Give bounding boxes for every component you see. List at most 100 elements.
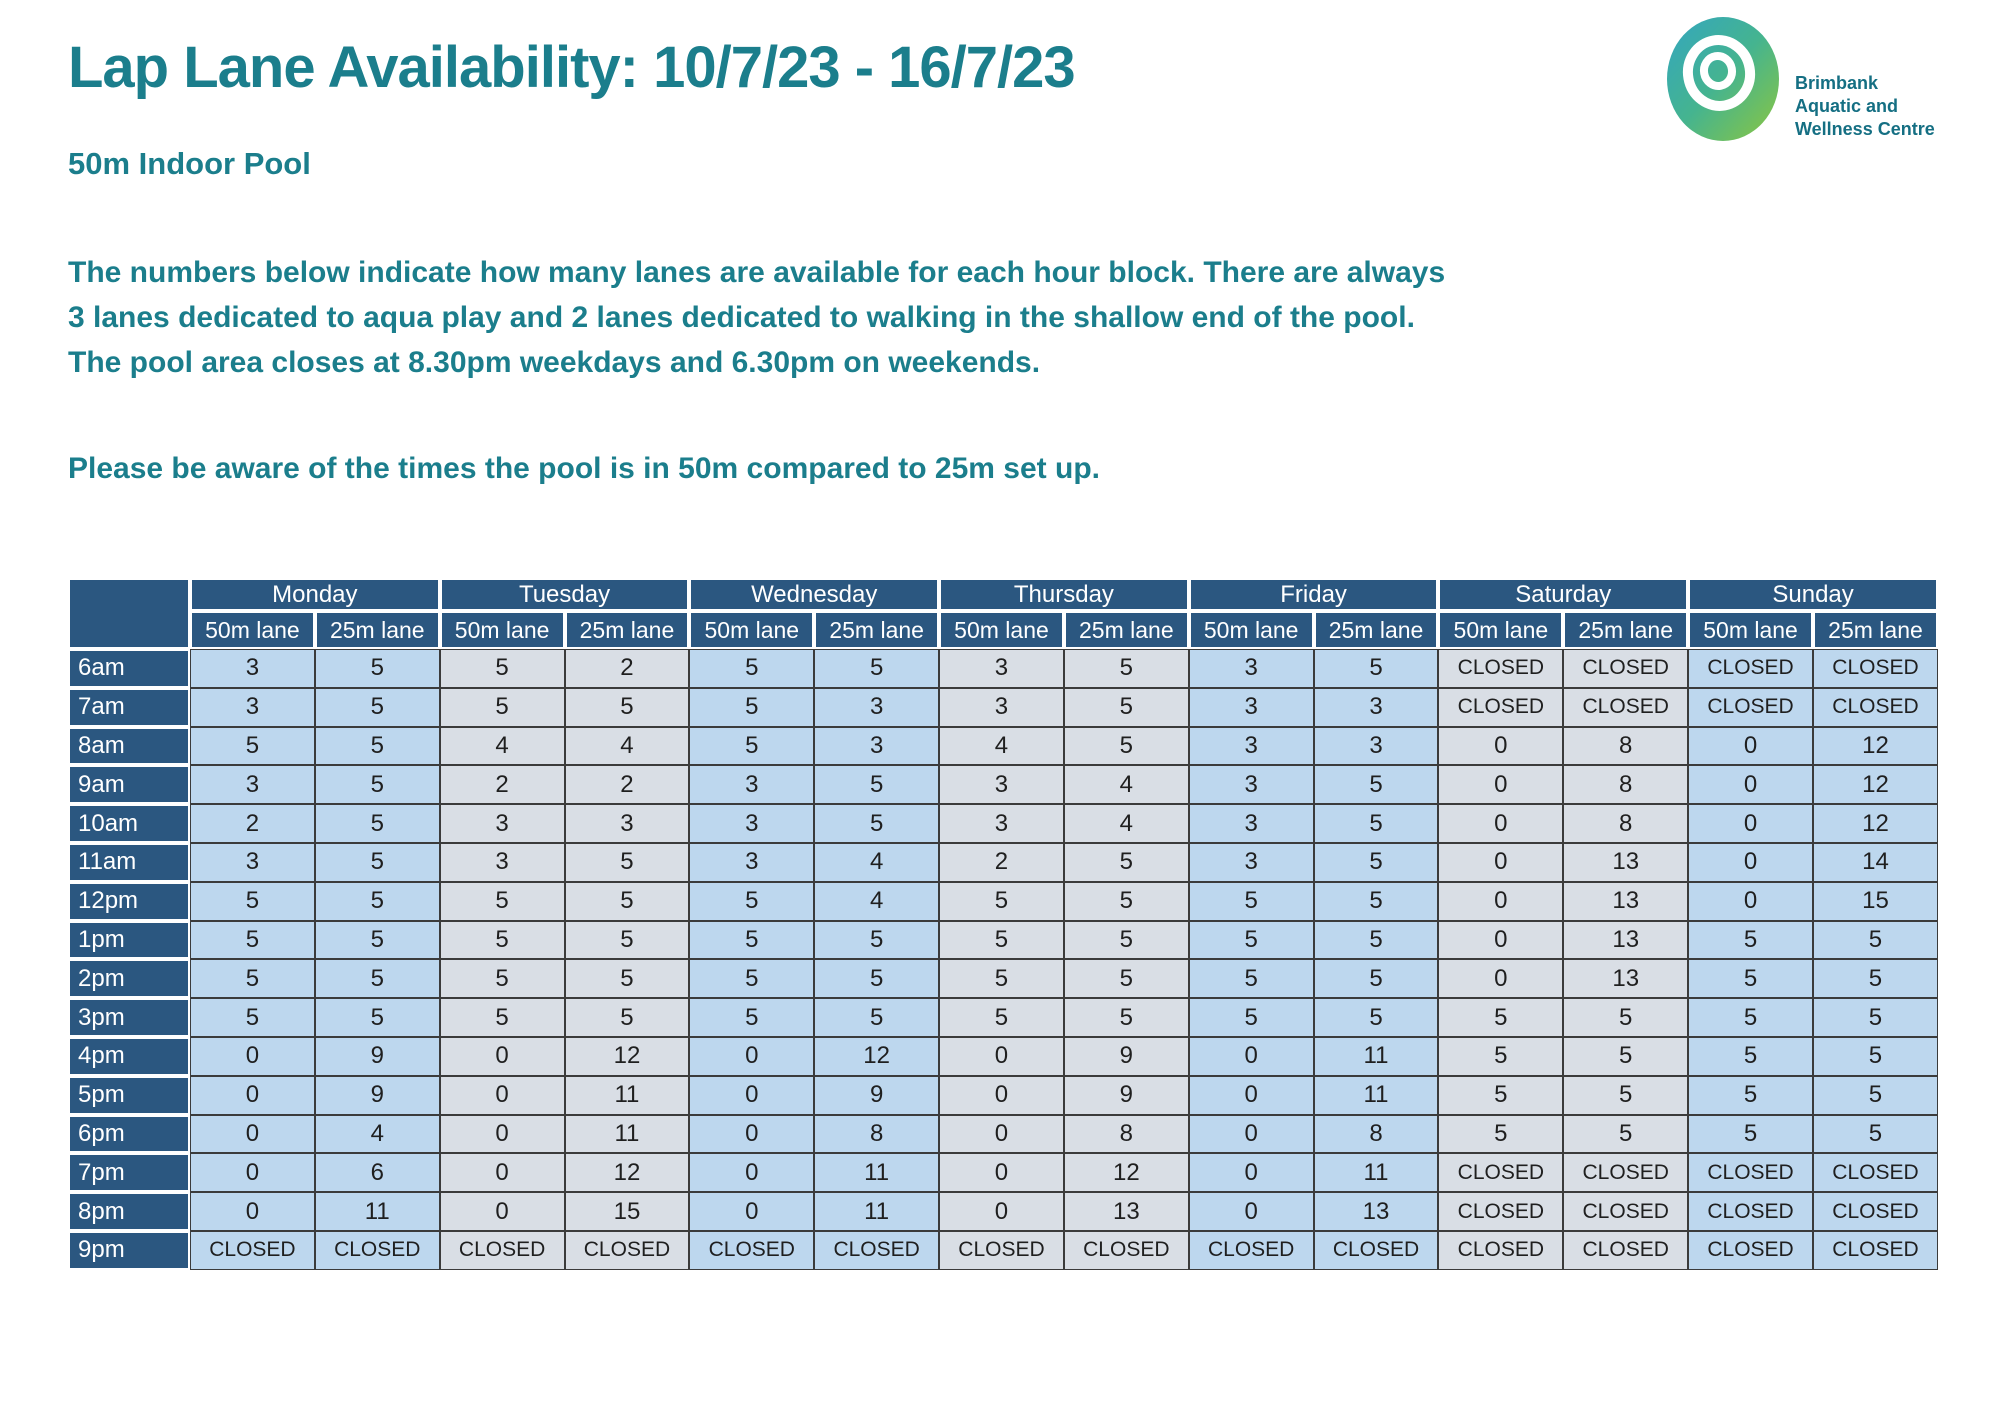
- availability-cell: CLOSED: [1438, 1230, 1564, 1270]
- time-label-4pm: 4pm: [68, 1036, 190, 1076]
- lane-header: 50m lane: [439, 611, 565, 649]
- availability-cell: 3: [1188, 842, 1314, 882]
- availability-cell: 4: [564, 726, 690, 766]
- availability-cell: 5: [814, 804, 940, 843]
- availability-cell: CLOSED: [689, 1230, 815, 1270]
- availability-cell: 13: [1563, 920, 1689, 960]
- availability-cell: 0: [439, 1192, 565, 1231]
- availability-cell: 5: [814, 920, 940, 960]
- availability-cell: 5: [190, 998, 315, 1037]
- availability-cell: 0: [1188, 1192, 1314, 1231]
- availability-cell: 11: [1313, 1036, 1439, 1076]
- availability-cell: 5: [1812, 959, 1938, 999]
- availability-cell: 3: [689, 804, 815, 843]
- availability-cell: 5: [1188, 881, 1314, 921]
- availability-cell: 0: [190, 1075, 315, 1115]
- availability-cell: 0: [1188, 1075, 1314, 1115]
- availability-cell: 5: [190, 920, 315, 960]
- availability-cell: 8: [1563, 765, 1689, 805]
- availability-cell: 5: [1688, 998, 1813, 1037]
- availability-cell: 0: [1688, 842, 1813, 882]
- availability-table: Monday Tuesday Wednesday Thursday Friday Satu…: [68, 578, 1938, 1270]
- availability-cell: 5: [1313, 920, 1439, 960]
- availability-cell: 14: [1812, 842, 1938, 882]
- availability-cell: 8: [1563, 726, 1689, 766]
- time-label-8am: 8am: [68, 726, 190, 766]
- availability-cell: 5: [1563, 1075, 1689, 1115]
- availability-cell: 9: [1063, 1036, 1189, 1076]
- availability-cell: 3: [814, 726, 940, 766]
- availability-cell: 0: [439, 1153, 565, 1193]
- availability-cell: 0: [1438, 765, 1564, 805]
- availability-cell: 11: [564, 1075, 690, 1115]
- availability-cell: 4: [314, 1114, 440, 1154]
- availability-cell: 0: [1188, 1153, 1314, 1193]
- availability-cell: 0: [689, 1192, 815, 1231]
- lane-header: 50m lane: [1688, 611, 1813, 649]
- time-label-10am: 10am: [68, 804, 190, 843]
- day-header-saturday: Saturday: [1438, 578, 1689, 611]
- availability-cell: 5: [314, 726, 440, 766]
- brand-logo-icon: [1666, 16, 1781, 147]
- lane-header: 25m lane: [1063, 611, 1189, 649]
- availability-cell: 5: [1313, 765, 1439, 805]
- availability-cell: 5: [1188, 998, 1314, 1037]
- lane-header: 25m lane: [1563, 611, 1689, 649]
- availability-cell: 5: [1563, 1036, 1689, 1076]
- time-label-2pm: 2pm: [68, 959, 190, 999]
- availability-cell: 5: [689, 959, 815, 999]
- availability-cell: 0: [1688, 804, 1813, 843]
- availability-cell: 5: [1812, 1036, 1938, 1076]
- availability-cell: 5: [1688, 1114, 1813, 1154]
- availability-cell: 3: [939, 649, 1064, 688]
- time-label-11am: 11am: [68, 842, 190, 882]
- availability-cell: 3: [190, 687, 315, 727]
- availability-cell: 9: [814, 1075, 940, 1115]
- availability-cell: 5: [1063, 881, 1189, 921]
- lane-header: 25m lane: [564, 611, 690, 649]
- availability-cell: 5: [314, 687, 440, 727]
- availability-cell: 4: [939, 726, 1064, 766]
- availability-cell: 3: [689, 765, 815, 805]
- availability-cell: 0: [190, 1192, 315, 1231]
- availability-cell: 5: [439, 881, 565, 921]
- availability-cell: 4: [1063, 765, 1189, 805]
- availability-cell: 12: [1812, 804, 1938, 843]
- availability-cell: 5: [1812, 1114, 1938, 1154]
- availability-cell: CLOSED: [1812, 687, 1938, 727]
- availability-cell: 0: [1688, 765, 1813, 805]
- availability-cell: 13: [1563, 959, 1689, 999]
- availability-cell: CLOSED: [190, 1230, 315, 1270]
- availability-cell: 0: [1438, 726, 1564, 766]
- availability-cell: CLOSED: [1438, 1153, 1564, 1193]
- availability-cell: 11: [314, 1192, 440, 1231]
- brand-logo-line: Brimbank: [1795, 73, 1879, 93]
- intro-line: The numbers below indicate how many lane…: [68, 256, 1446, 289]
- availability-cell: 2: [190, 804, 315, 843]
- time-label-5pm: 5pm: [68, 1075, 190, 1115]
- availability-cell: 5: [439, 920, 565, 960]
- availability-cell: 3: [1188, 649, 1314, 688]
- time-label-1pm: 1pm: [68, 920, 190, 960]
- availability-cell: 6: [314, 1153, 440, 1193]
- availability-cell: 3: [939, 765, 1064, 805]
- availability-cell: 12: [814, 1036, 940, 1076]
- availability-cell: CLOSED: [564, 1230, 690, 1270]
- availability-cell: 5: [564, 687, 690, 727]
- availability-cell: 5: [1563, 1114, 1689, 1154]
- availability-cell: 5: [1688, 1075, 1813, 1115]
- availability-cell: CLOSED: [814, 1230, 940, 1270]
- availability-cell: 5: [1313, 881, 1439, 921]
- availability-cell: 0: [1438, 842, 1564, 882]
- availability-cell: 12: [1812, 726, 1938, 766]
- availability-cell: 3: [939, 687, 1064, 727]
- availability-cell: 9: [314, 1036, 440, 1076]
- availability-cell: 5: [814, 998, 940, 1037]
- availability-cell: 4: [1063, 804, 1189, 843]
- availability-cell: 5: [1438, 1075, 1564, 1115]
- availability-cell: 0: [1688, 881, 1813, 921]
- availability-cell: 5: [190, 881, 315, 921]
- availability-cell: 8: [1063, 1114, 1189, 1154]
- time-label-9pm: 9pm: [68, 1230, 190, 1270]
- availability-cell: 3: [439, 842, 565, 882]
